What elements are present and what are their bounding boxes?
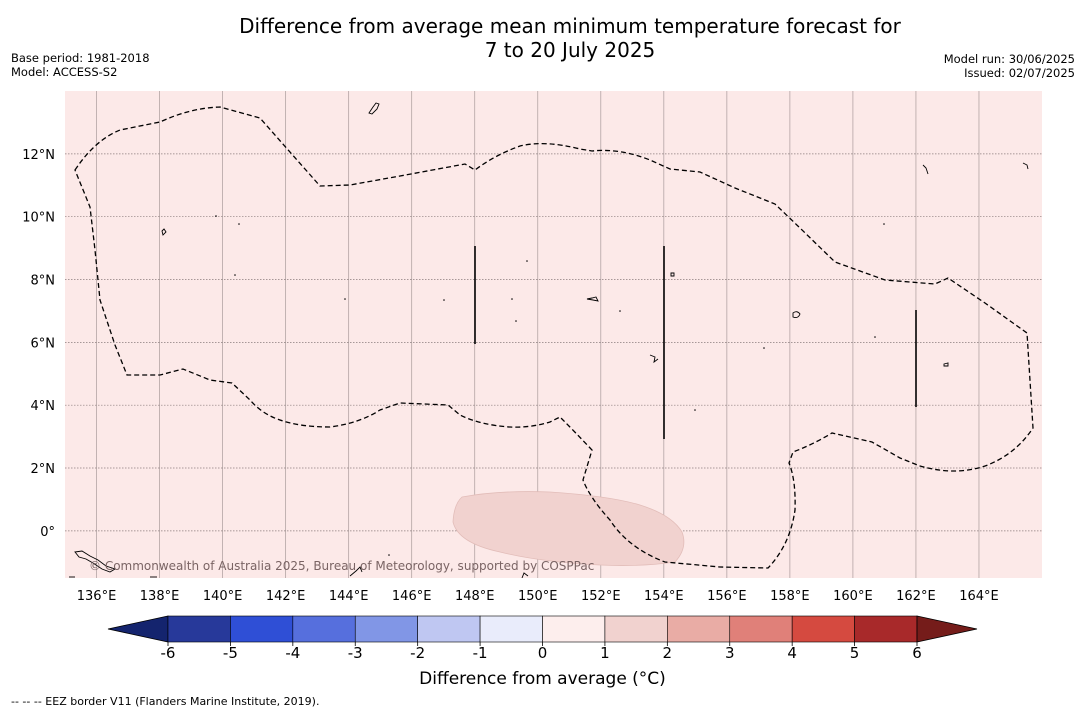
colorbar-extend-max	[916, 615, 978, 643]
longitude-label: 164°E	[959, 589, 999, 604]
model-name: Model: ACCESS-S2	[11, 65, 118, 79]
atoll	[443, 299, 445, 301]
colorbar-tick-label: -1	[473, 644, 488, 662]
atoll	[883, 223, 885, 225]
latitude-label: 2°N	[31, 462, 56, 477]
island	[943, 362, 949, 367]
atoll	[388, 554, 390, 556]
longitude-label: 160°E	[833, 589, 873, 604]
title-line-2: 7 to 20 July 2025	[484, 38, 656, 62]
island	[1022, 162, 1029, 170]
colorbar-tick-label: 2	[663, 644, 673, 662]
latitude-label: 8°N	[31, 274, 56, 289]
atoll	[763, 347, 765, 349]
colorbar-tick-label: -4	[285, 644, 300, 662]
colorbar-tick-label: -5	[223, 644, 238, 662]
footnote: -- -- -- EEZ border V11 (Flanders Marine…	[11, 695, 320, 708]
atoll	[874, 336, 876, 338]
colorbar-tick-label: 4	[787, 644, 797, 662]
longitude-label: 158°E	[770, 589, 810, 604]
colorbar-box	[854, 615, 918, 643]
longitude-label: 148°E	[455, 589, 495, 604]
colorbar-box	[417, 615, 481, 643]
colorbar-box	[354, 615, 418, 643]
colorbar-box	[667, 615, 731, 643]
colorbar-ticks: -6 -5 -4 -3 -2 -1 0 1 2 3 4 5 6	[161, 642, 922, 662]
colorbar-tick-label: -3	[348, 644, 363, 662]
island	[586, 296, 599, 302]
longitude-label: 156°E	[707, 589, 747, 604]
longitude-label: 138°E	[140, 589, 180, 604]
island	[161, 228, 167, 236]
colorbar-tick-label: 0	[538, 644, 548, 662]
colorbar-box	[167, 615, 231, 643]
colorbar-box	[292, 615, 356, 643]
colorbar-box	[604, 615, 668, 643]
model-run: Model run: 30/06/2025	[943, 52, 1075, 66]
atoll	[694, 409, 696, 411]
title-line-1: Difference from average mean minimum tem…	[239, 14, 901, 38]
colorbar-tick-label: -2	[410, 644, 425, 662]
chart-title: Difference from average mean minimum tem…	[170, 14, 970, 62]
longitude-label: 154°E	[644, 589, 684, 604]
longitude-label: 152°E	[581, 589, 621, 604]
atoll	[515, 320, 517, 322]
issued-date: Issued: 02/07/2025	[964, 66, 1075, 80]
latitude-label: 12°N	[22, 148, 55, 163]
atoll	[619, 310, 621, 312]
island	[922, 164, 929, 175]
longitude-label: 162°E	[896, 589, 936, 604]
island	[349, 566, 363, 577]
longitude-labels: 136°E 138°E 140°E 142°E 144°E 146°E 148°E 150°E…	[77, 589, 999, 604]
anomaly-region-1-to-2	[452, 491, 685, 566]
atoll	[215, 215, 217, 217]
colorbar-title: Difference from average (°C)	[419, 669, 666, 689]
colorbar-boxes	[167, 615, 918, 643]
longitude-label: 136°E	[77, 589, 117, 604]
longitude-label: 146°E	[392, 589, 432, 604]
colorbar-tick-label: 6	[912, 644, 922, 662]
atolls	[215, 215, 885, 556]
latitude-label: 0°	[40, 525, 55, 540]
latitude-label: 4°N	[31, 399, 56, 414]
eez-border	[74, 106, 1034, 569]
atoll	[511, 298, 513, 300]
longitude-label: 144°E	[329, 589, 369, 604]
base-period: Base period: 1981-2018	[11, 51, 150, 65]
colorbar-tick-label: 5	[850, 644, 860, 662]
atoll	[234, 274, 236, 276]
latitude-label: 6°N	[31, 336, 56, 351]
island	[670, 272, 675, 277]
copyright-text: © Commonwealth of Australia 2025, Bureau…	[89, 559, 594, 573]
colorbar-box	[729, 615, 793, 643]
meta-right: Model run: 30/06/2025 Issued: 02/07/2025	[944, 52, 1075, 80]
colorbar-box	[542, 615, 606, 643]
longitude-label: 142°E	[266, 589, 306, 604]
latitude-labels: 12°N 10°N 8°N 6°N 4°N 2°N 0°	[22, 148, 55, 540]
colorbar: -6 -5 -4 -3 -2 -1 0 1 2 3 4 5 6	[107, 615, 978, 662]
latitude-label: 10°N	[22, 211, 55, 226]
colorbar-extend-min	[107, 615, 169, 643]
island	[649, 354, 659, 364]
longitude-label: 150°E	[518, 589, 558, 604]
longitude-label: 140°E	[203, 589, 243, 604]
colorbar-tick-label: 3	[725, 644, 735, 662]
colorbar-box	[479, 615, 543, 643]
island-guam	[368, 102, 380, 115]
atoll	[344, 298, 346, 300]
meta-left: Base period: 1981-2018 Model: ACCESS-S2	[11, 51, 150, 79]
colorbar-tick-label: -6	[161, 644, 176, 662]
atoll	[238, 223, 240, 225]
map-layers: © Commonwealth of Australia 2025, Bureau…	[69, 102, 1034, 578]
island-png-coast	[74, 550, 117, 573]
atoll	[526, 260, 528, 262]
islands	[69, 102, 1029, 578]
colorbar-box	[791, 615, 855, 643]
island	[521, 572, 529, 578]
colorbar-box	[230, 615, 294, 643]
island	[792, 311, 801, 319]
colorbar-tick-label: 1	[600, 644, 610, 662]
